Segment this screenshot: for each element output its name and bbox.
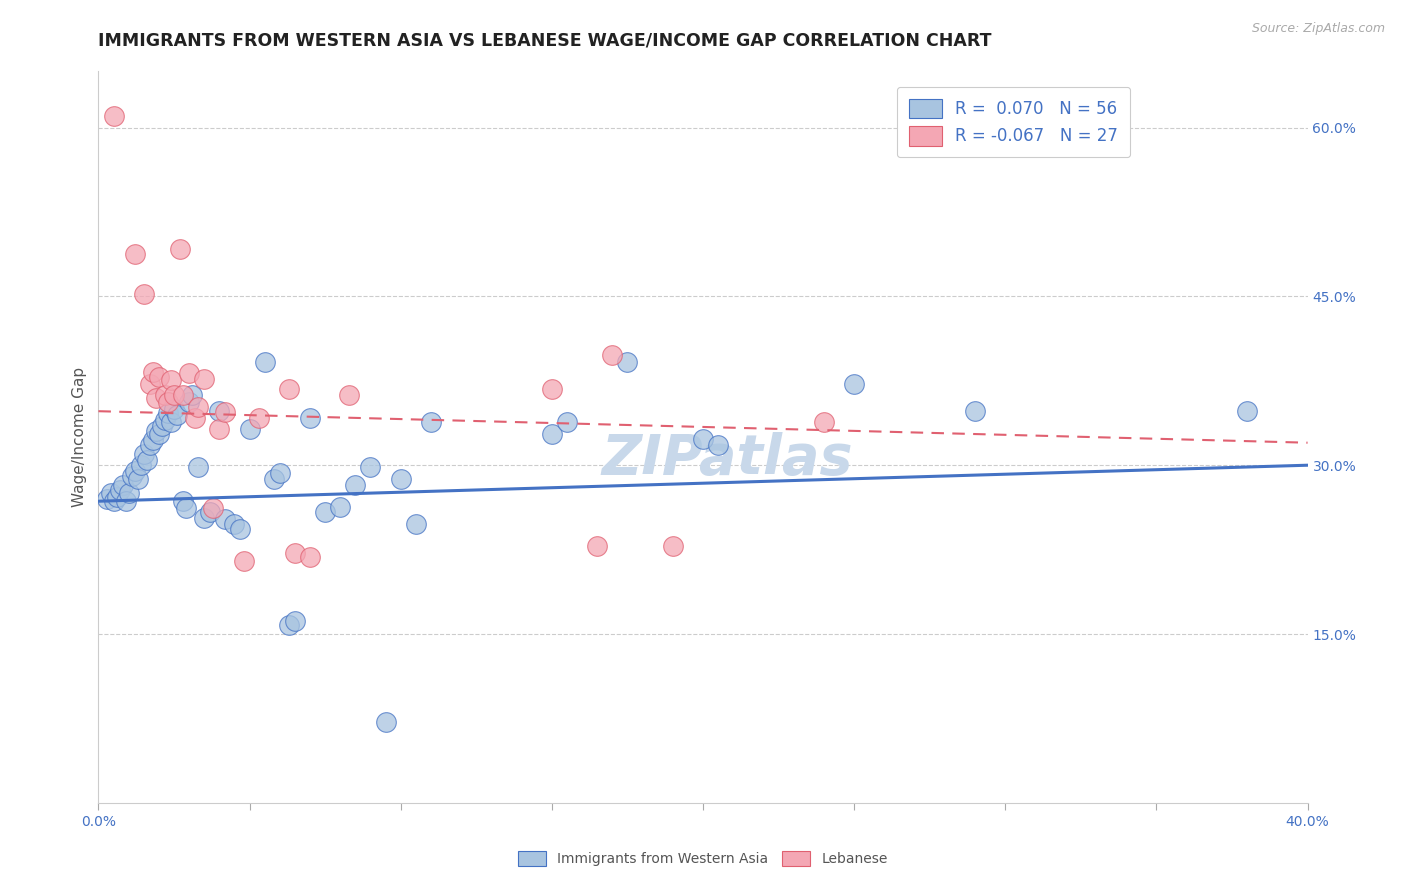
Point xyxy=(193,511,215,525)
Point xyxy=(139,438,162,452)
Point xyxy=(100,486,122,500)
Point xyxy=(405,516,427,531)
Point xyxy=(148,370,170,384)
Point xyxy=(132,447,155,461)
Point xyxy=(844,377,866,392)
Point xyxy=(389,472,412,486)
Point xyxy=(1236,404,1258,418)
Point xyxy=(124,246,146,260)
Point xyxy=(142,434,165,448)
Point xyxy=(150,418,173,433)
Point xyxy=(111,478,134,492)
Point xyxy=(118,486,141,500)
Point xyxy=(208,422,231,436)
Point xyxy=(163,401,186,416)
Point xyxy=(202,500,225,515)
Point xyxy=(108,483,131,497)
Text: Source: ZipAtlas.com: Source: ZipAtlas.com xyxy=(1251,22,1385,36)
Point xyxy=(145,425,167,439)
Point xyxy=(129,458,152,473)
Point xyxy=(214,405,236,419)
Legend: Immigrants from Western Asia, Lebanese: Immigrants from Western Asia, Lebanese xyxy=(513,846,893,871)
Point xyxy=(160,416,183,430)
Point xyxy=(616,354,638,368)
Point xyxy=(124,464,146,478)
Point xyxy=(153,388,176,402)
Point xyxy=(269,466,291,480)
Point xyxy=(142,365,165,379)
Point xyxy=(284,614,307,628)
Point xyxy=(314,506,336,520)
Point xyxy=(135,452,157,467)
Point xyxy=(179,395,201,409)
Point xyxy=(166,408,188,422)
Point xyxy=(284,546,307,560)
Point xyxy=(148,426,170,441)
Point xyxy=(337,388,360,402)
Point xyxy=(232,554,254,568)
Point xyxy=(156,407,179,421)
Point xyxy=(187,400,209,414)
Y-axis label: Wage/Income Gap: Wage/Income Gap xyxy=(72,367,87,508)
Point xyxy=(374,714,396,729)
Point xyxy=(707,438,730,452)
Point xyxy=(96,491,118,506)
Point xyxy=(229,522,252,536)
Point xyxy=(208,404,231,418)
Point xyxy=(540,382,562,396)
Point xyxy=(420,416,443,430)
Point xyxy=(344,478,367,492)
Point xyxy=(139,377,162,392)
Point xyxy=(247,411,270,425)
Point xyxy=(360,460,382,475)
Point xyxy=(184,411,207,425)
Point xyxy=(277,382,299,396)
Point xyxy=(813,416,835,430)
Point xyxy=(586,539,609,553)
Point xyxy=(121,469,143,483)
Point xyxy=(132,287,155,301)
Point xyxy=(602,348,624,362)
Point xyxy=(540,426,562,441)
Point xyxy=(103,494,125,508)
Point xyxy=(224,516,246,531)
Point xyxy=(156,395,179,409)
Point xyxy=(299,550,322,565)
Point xyxy=(160,373,183,387)
Point xyxy=(127,472,149,486)
Point xyxy=(555,416,578,430)
Point xyxy=(239,422,262,436)
Point xyxy=(163,388,186,402)
Point xyxy=(169,242,191,256)
Point xyxy=(179,366,201,380)
Point xyxy=(253,354,276,368)
Point xyxy=(692,433,714,447)
Point xyxy=(114,494,136,508)
Point xyxy=(181,388,204,402)
Point xyxy=(145,391,167,405)
Point xyxy=(263,472,285,486)
Text: IMMIGRANTS FROM WESTERN ASIA VS LEBANESE WAGE/INCOME GAP CORRELATION CHART: IMMIGRANTS FROM WESTERN ASIA VS LEBANESE… xyxy=(98,31,991,49)
Point xyxy=(187,460,209,475)
Point xyxy=(299,411,322,425)
Point xyxy=(153,413,176,427)
Point xyxy=(174,500,197,515)
Point xyxy=(661,539,683,553)
Point xyxy=(103,109,125,123)
Text: ZIPatlas: ZIPatlas xyxy=(602,432,853,486)
Point xyxy=(329,500,352,514)
Point xyxy=(214,512,236,526)
Point xyxy=(172,388,194,402)
Point xyxy=(193,371,215,385)
Point xyxy=(277,618,299,632)
Point xyxy=(200,506,222,520)
Legend: R =  0.070   N = 56, R = -0.067   N = 27: R = 0.070 N = 56, R = -0.067 N = 27 xyxy=(897,87,1130,157)
Point xyxy=(172,494,194,508)
Point xyxy=(105,490,128,504)
Point xyxy=(965,404,987,418)
